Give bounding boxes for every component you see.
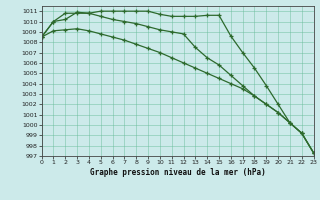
X-axis label: Graphe pression niveau de la mer (hPa): Graphe pression niveau de la mer (hPa) [90, 168, 266, 177]
